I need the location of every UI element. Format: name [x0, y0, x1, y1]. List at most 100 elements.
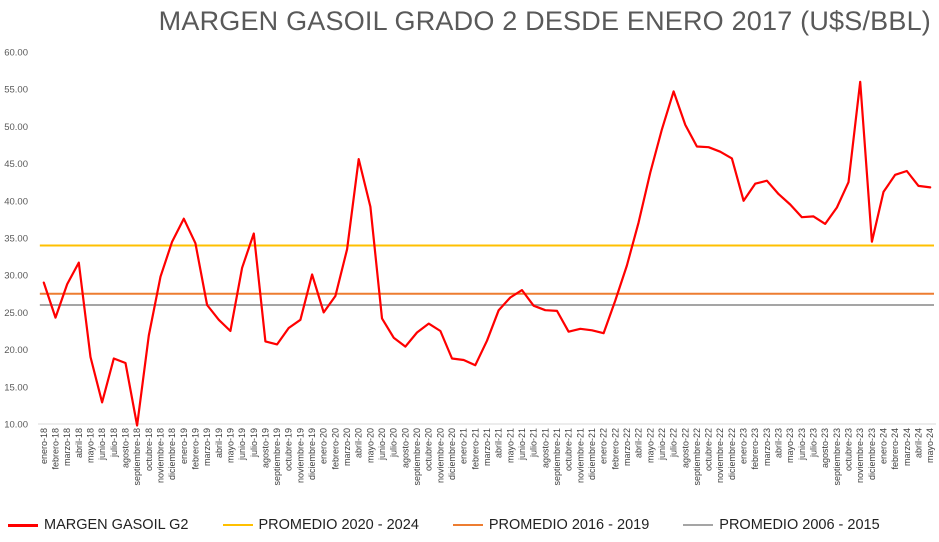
y-tick-label: 30.00: [4, 271, 28, 282]
y-tick-label: 55.00: [4, 85, 28, 96]
x-tick-label: septiembre-20: [412, 428, 422, 486]
x-tick-label: noviembre-22: [715, 428, 725, 483]
y-tick-label: 10.00: [4, 420, 28, 431]
x-tick-label: agosto-23: [820, 428, 830, 468]
y-tick-label: 35.00: [4, 234, 28, 245]
y-tick-label: 25.00: [4, 308, 28, 319]
x-tick-label: junio-21: [517, 428, 527, 461]
x-tick-label: abril-24: [914, 428, 924, 458]
legend-label: PROMEDIO 2020 - 2024: [258, 517, 419, 533]
x-tick-label: marzo-19: [202, 428, 212, 466]
x-tick-label: junio-22: [657, 428, 667, 461]
x-tick-label: diciembre-22: [727, 428, 737, 480]
x-tick-label: marzo-20: [342, 428, 352, 466]
x-tick-label: marzo-21: [482, 428, 492, 466]
x-tick-label: agosto-18: [120, 428, 130, 468]
x-tick-label: abril-23: [774, 428, 784, 458]
series-line-margen: [42, 80, 932, 427]
reference-lines: [39, 244, 934, 306]
y-tick-label: 50.00: [4, 122, 28, 133]
legend-swatch: [222, 524, 253, 526]
x-tick-label: septiembre-19: [272, 428, 282, 486]
legend-swatch: [452, 524, 483, 526]
x-tick-label: octubre-22: [704, 428, 714, 471]
legend-swatch: [683, 524, 714, 526]
x-tick-label: marzo-18: [62, 428, 72, 466]
x-tick-label: mayo-22: [645, 428, 655, 463]
x-tick-label: febrero-22: [610, 428, 620, 470]
legend-swatch: [8, 523, 38, 527]
x-tick-label: julio-19: [249, 428, 259, 458]
x-tick-label: junio-23: [797, 428, 807, 461]
x-tick-label: agosto-22: [680, 428, 690, 468]
y-tick-label: 20.00: [4, 345, 28, 356]
legend-item: PROMEDIO 2016 - 2019: [452, 517, 650, 533]
x-tick-label: febrero-24: [890, 428, 900, 470]
x-tick-label: mayo-20: [365, 428, 375, 463]
x-tick-label: julio-21: [529, 428, 539, 458]
x-tick-label: agosto-19: [260, 428, 270, 468]
x-tick-label: marzo-23: [762, 428, 772, 466]
y-axis: 10.00 15.00 20.00 25.00 30.00 35.00 40.00 45.00…: [4, 48, 28, 431]
x-tick-label: julio-23: [809, 428, 819, 458]
x-tick-label: enero-19: [179, 428, 189, 464]
x-tick-label: mayo-23: [785, 428, 795, 463]
x-tick-label: abril-20: [354, 428, 364, 458]
x-tick-label: enero-22: [599, 428, 609, 464]
x-tick-label: mayo-24: [925, 428, 935, 463]
x-tick-label: julio-20: [389, 428, 399, 458]
legend-item: PROMEDIO 2020 - 2024: [222, 517, 419, 533]
x-tick-label: enero-21: [459, 428, 469, 464]
x-tick-label: septiembre-22: [692, 428, 702, 486]
series-lines: [42, 80, 932, 427]
x-tick-label: marzo-22: [622, 428, 632, 466]
x-tick-label: mayo-18: [85, 428, 95, 463]
y-tick-label: 40.00: [4, 196, 28, 207]
x-tick-label: diciembre-21: [587, 428, 597, 480]
x-tick-label: agosto-21: [540, 428, 550, 468]
x-tick-label: noviembre-19: [295, 428, 305, 483]
x-tick-label: junio-20: [377, 428, 387, 461]
x-tick-label: noviembre-21: [575, 428, 585, 483]
x-tick-label: octubre-21: [564, 428, 574, 471]
x-tick-label: noviembre-18: [155, 428, 165, 483]
x-tick-label: diciembre-20: [447, 428, 457, 480]
x-tick-label: noviembre-20: [435, 428, 445, 483]
x-tick-label: septiembre-21: [552, 428, 562, 486]
x-tick-label: febrero-23: [750, 428, 760, 470]
x-tick-label: febrero-19: [190, 428, 200, 470]
x-tick-label: febrero-20: [330, 428, 340, 470]
x-tick-label: septiembre-18: [132, 428, 142, 486]
x-tick-label: octubre-20: [424, 428, 434, 471]
x-tick-label: marzo-24: [902, 428, 912, 466]
x-tick-label: enero-24: [879, 428, 889, 464]
x-tick-label: julio-18: [109, 428, 119, 458]
x-tick-label: diciembre-23: [867, 428, 877, 480]
x-tick-label: mayo-19: [225, 428, 235, 463]
x-tick-label: octubre-19: [284, 428, 294, 471]
x-tick-label: abril-21: [494, 428, 504, 458]
x-tick-label: abril-18: [74, 428, 84, 458]
legend-label: PROMEDIO 2016 - 2019: [488, 517, 650, 533]
x-tick-label: junio-18: [97, 428, 107, 461]
x-tick-label: julio-22: [669, 428, 679, 458]
y-tick-label: 45.00: [4, 159, 28, 170]
line-chart: 10.00 15.00 20.00 25.00 30.00 35.00 40.00 45.00…: [4, 48, 936, 486]
x-tick-label: octubre-18: [144, 428, 154, 471]
legend-item: MARGEN GASOIL G2: [8, 517, 189, 533]
y-tick-label: 15.00: [4, 382, 28, 393]
x-tick-label: diciembre-18: [167, 428, 177, 480]
x-tick-label: abril-19: [214, 428, 224, 458]
x-tick-label: septiembre-23: [832, 428, 842, 486]
x-tick-label: enero-18: [39, 428, 49, 464]
x-tick-label: diciembre-19: [307, 428, 317, 480]
legend-label: MARGEN GASOIL G2: [44, 517, 189, 533]
x-axis: enero-18 febrero-18 marzo-18 abril-18 mayo-1…: [38, 423, 936, 486]
x-tick-label: abril-22: [634, 428, 644, 458]
x-tick-label: febrero-21: [470, 428, 480, 470]
x-tick-label: enero-23: [739, 428, 749, 464]
x-tick-label: octubre-23: [844, 428, 854, 471]
x-tick-label: noviembre-23: [855, 428, 865, 483]
x-tick-label: agosto-20: [400, 428, 410, 468]
legend-label: PROMEDIO 2006 - 2015: [719, 517, 880, 533]
